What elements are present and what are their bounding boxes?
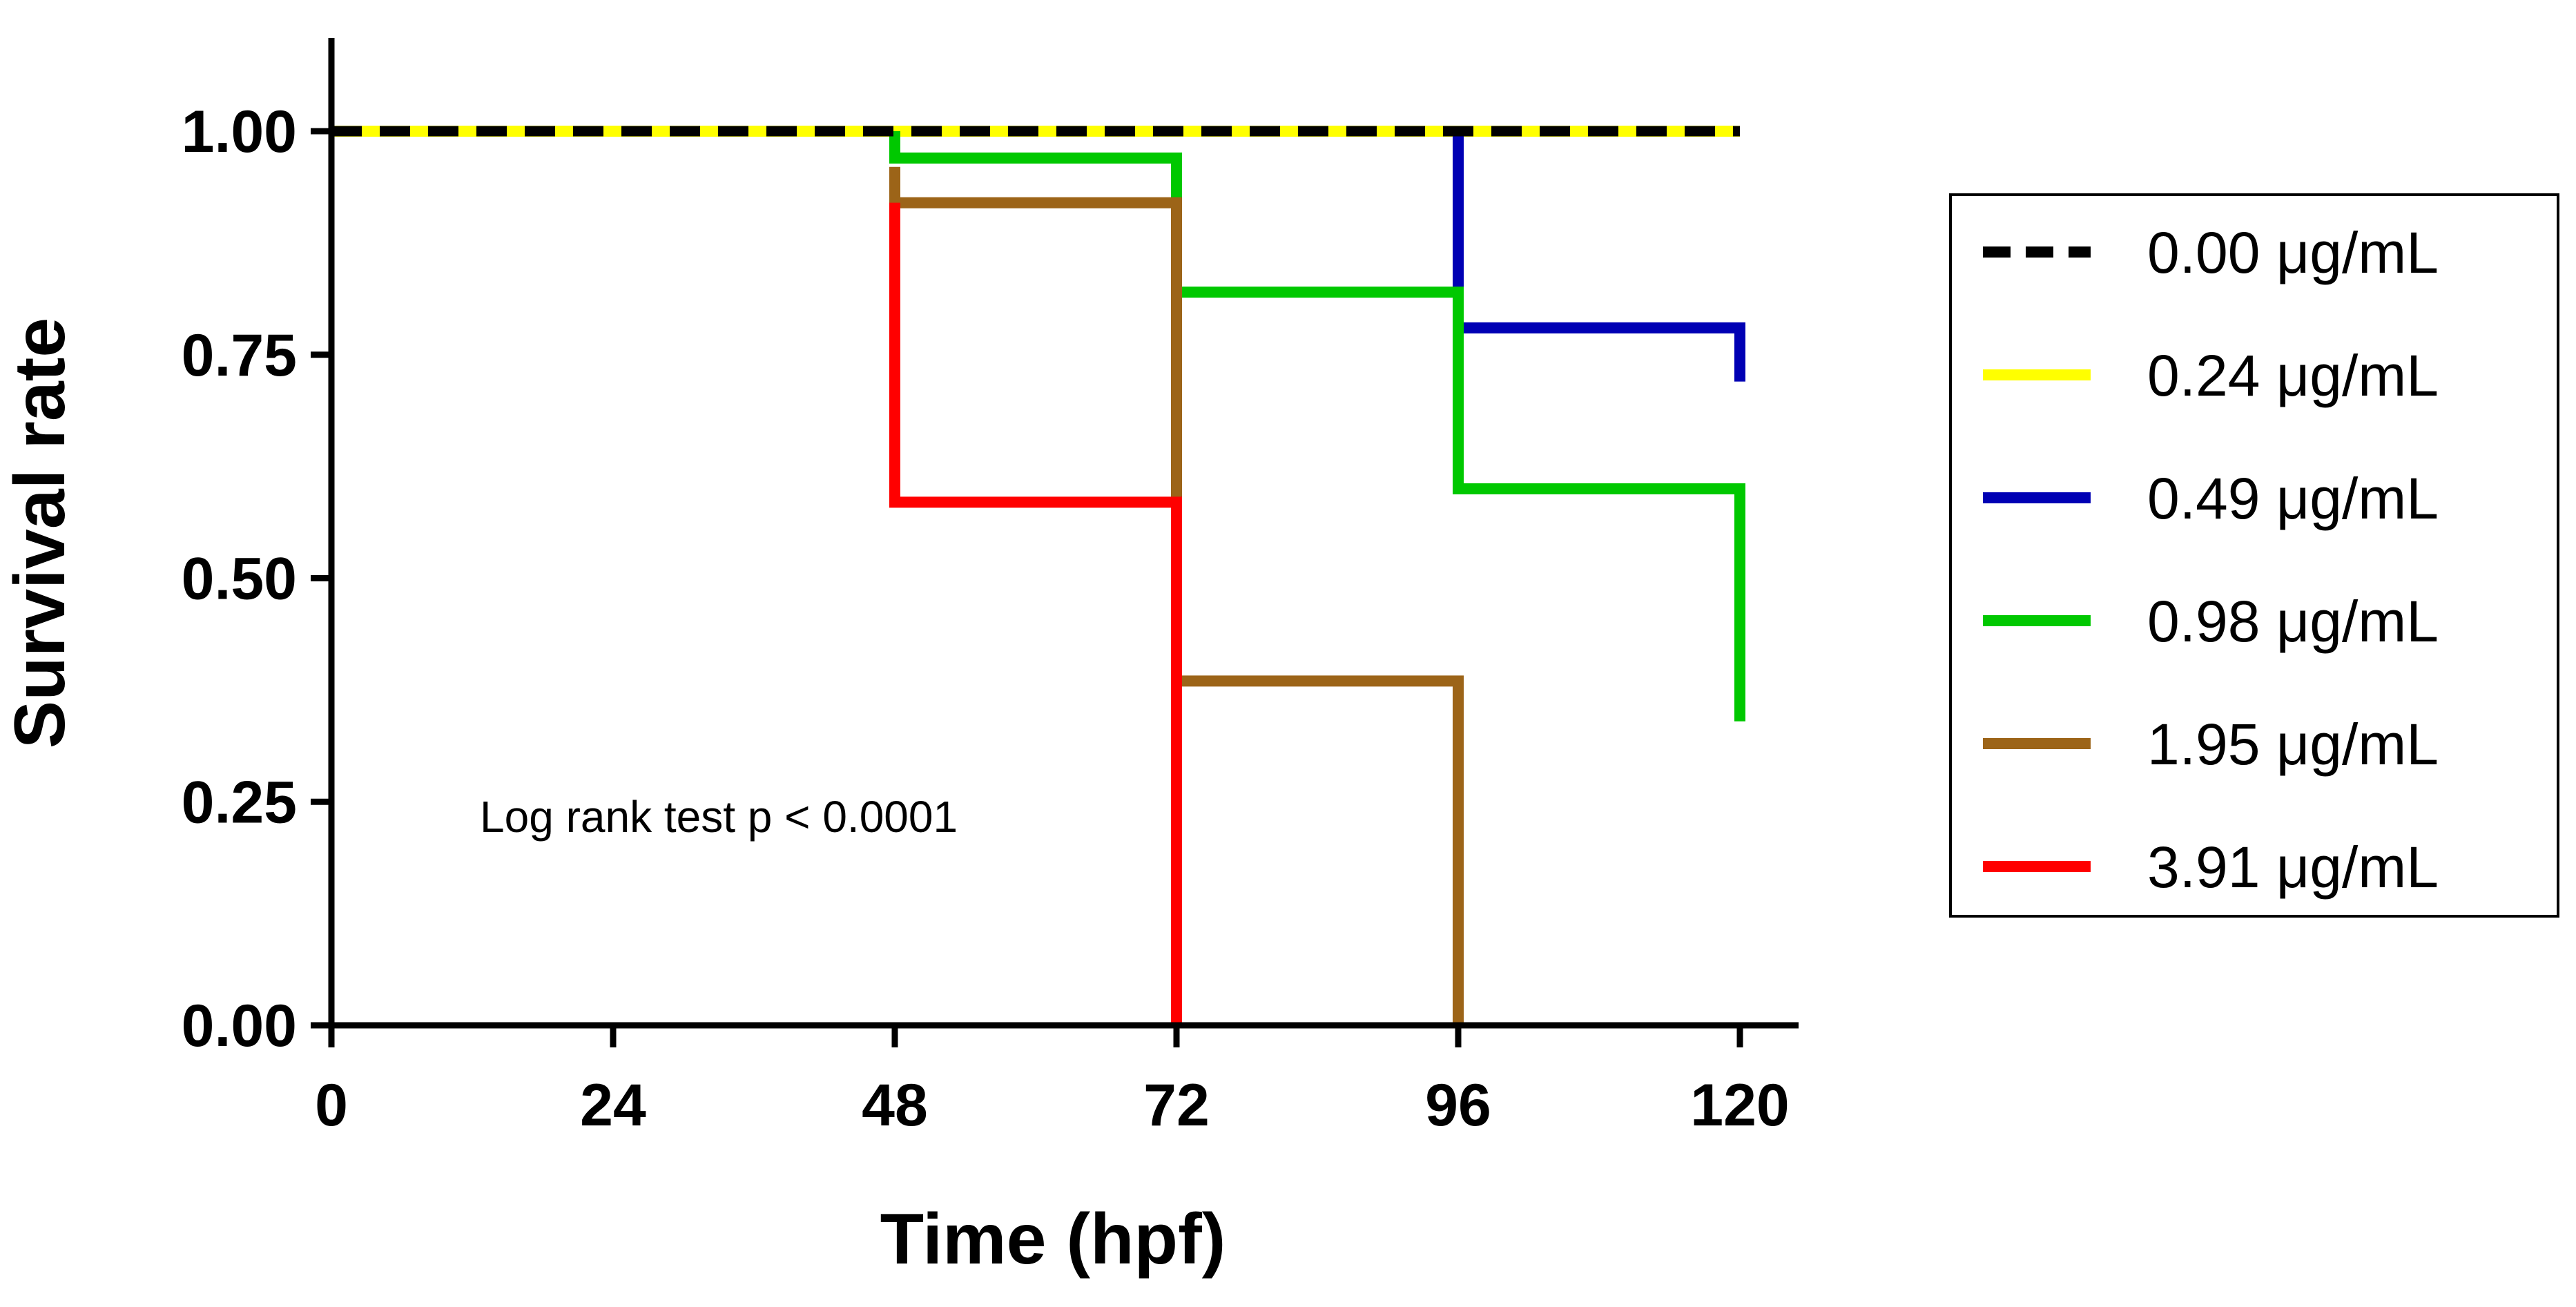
x-tick-label: 48 [862, 1072, 928, 1139]
x-tick-label: 0 [315, 1072, 348, 1139]
y-tick-label: 0.75 [182, 322, 297, 389]
legend-label-3: 0.98 μg/mL [2147, 589, 2439, 654]
legend-label-2: 0.49 μg/mL [2147, 466, 2439, 531]
legend-label-5: 3.91 μg/mL [2147, 835, 2439, 900]
legend-label-0: 0.00 μg/mL [2147, 220, 2439, 285]
legend-items: 0.00 μg/mL 0.24 μg/mL 0.49 μg/mL 0.98 μg/mL… [1983, 220, 2439, 900]
x-tick-label: 120 [1690, 1072, 1790, 1139]
ticks-layer: 0.00 0.25 0.50 0.75 1.00 0 24 48 72 96 120 [182, 99, 1790, 1139]
y-tick-label: 0.00 [182, 993, 297, 1059]
series-layer [331, 126, 1745, 1025]
y-tick-label: 0.25 [182, 769, 297, 835]
y-tick-label: 0.50 [182, 546, 297, 612]
series-line-2 [1453, 131, 1745, 382]
series-line-5 [889, 202, 1182, 1025]
series-line-3 [889, 131, 1745, 722]
legend-label-1: 0.24 μg/mL [2147, 343, 2439, 408]
log-rank-annotation: Log rank test p < 0.0001 [480, 792, 958, 842]
x-tick-label: 96 [1425, 1072, 1491, 1139]
legend-box [1949, 193, 2559, 918]
y-tick-label: 1.00 [182, 99, 297, 165]
legend: 0.00 μg/mL 0.24 μg/mL 0.49 μg/mL 0.98 μg/mL… [1949, 193, 2559, 918]
x-axis-title: Time (hpf) [880, 1199, 1226, 1279]
legend-label-4: 1.95 μg/mL [2147, 712, 2439, 777]
axes-layer [328, 38, 1799, 1029]
y-axis-title: Survival rate [0, 318, 80, 748]
series-line-4 [889, 166, 1464, 1025]
x-tick-label: 24 [580, 1072, 646, 1139]
x-tick-label: 72 [1143, 1072, 1210, 1139]
